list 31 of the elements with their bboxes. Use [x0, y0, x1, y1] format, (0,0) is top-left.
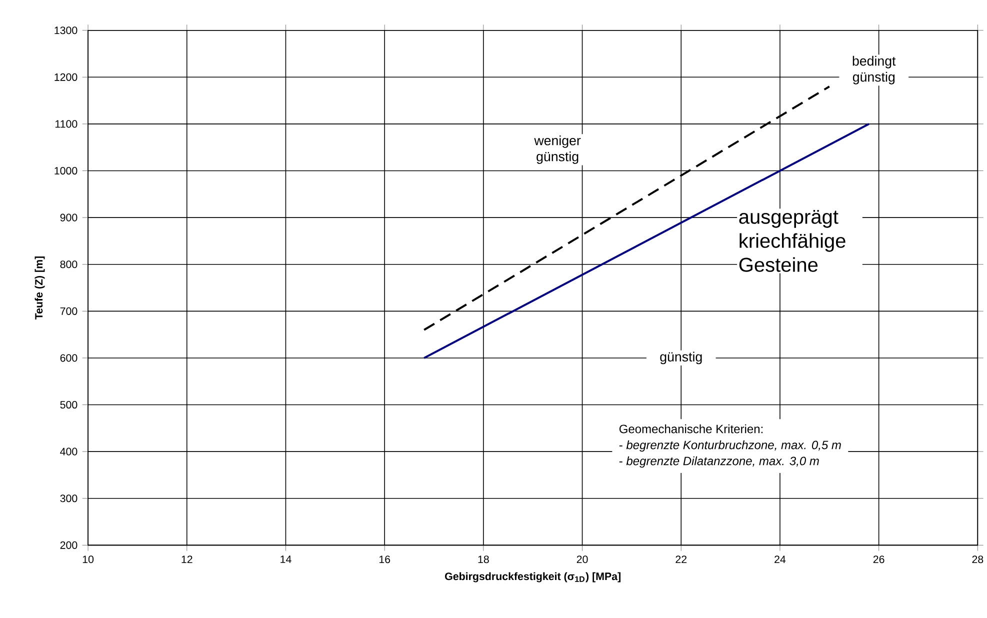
annotation: bedingt günstig	[852, 56, 896, 84]
y-tick-label: 1200	[54, 73, 78, 81]
y-axis-title: Teufe (Z) [m]	[34, 256, 45, 320]
x-tick-label: 26	[873, 555, 884, 564]
annotation: - begrenzte Dilatanzzone, max. 3,0 m	[619, 456, 819, 468]
x-tick-label: 22	[676, 555, 687, 563]
y-tick-label: 500	[60, 400, 78, 408]
y-tick-label: 300	[60, 494, 78, 502]
x-tick-label: 18	[478, 555, 489, 564]
y-tick-label: 600	[60, 354, 78, 362]
annotation: Geomechanische Kriterien:	[619, 424, 763, 434]
x-tick-label: 16	[379, 555, 390, 564]
annotation: - begrenzte Konturbruchzone, max. 0,5 m	[619, 440, 841, 452]
x-tick-label: 10	[82, 555, 94, 564]
y-tick-label: 900	[60, 214, 78, 222]
annotation: günstig	[660, 352, 702, 364]
x-tick-label: 14	[280, 555, 292, 563]
y-tick-label: 1100	[56, 120, 78, 128]
x-tick-label: 12	[182, 555, 192, 563]
x-axis-title: Gebirgsdruckfestigkeit (σ$_{1D}$) [MPa]	[445, 572, 620, 582]
x-tick-label: 20	[576, 555, 588, 564]
x-tick-label: 24	[774, 555, 786, 563]
x-tick-label: 28	[972, 555, 984, 564]
y-tick-label: 200	[60, 541, 78, 549]
annotation: ausgeprägt kriechfähige Gesteine	[739, 210, 846, 272]
y-tick-label: 700	[60, 307, 78, 315]
y-tick-label: 1000	[54, 166, 78, 174]
y-tick-label: 800	[60, 260, 78, 268]
annotation: weniger günstig	[534, 135, 581, 164]
y-tick-label: 400	[60, 448, 78, 456]
y-tick-label: 1300	[54, 26, 78, 34]
